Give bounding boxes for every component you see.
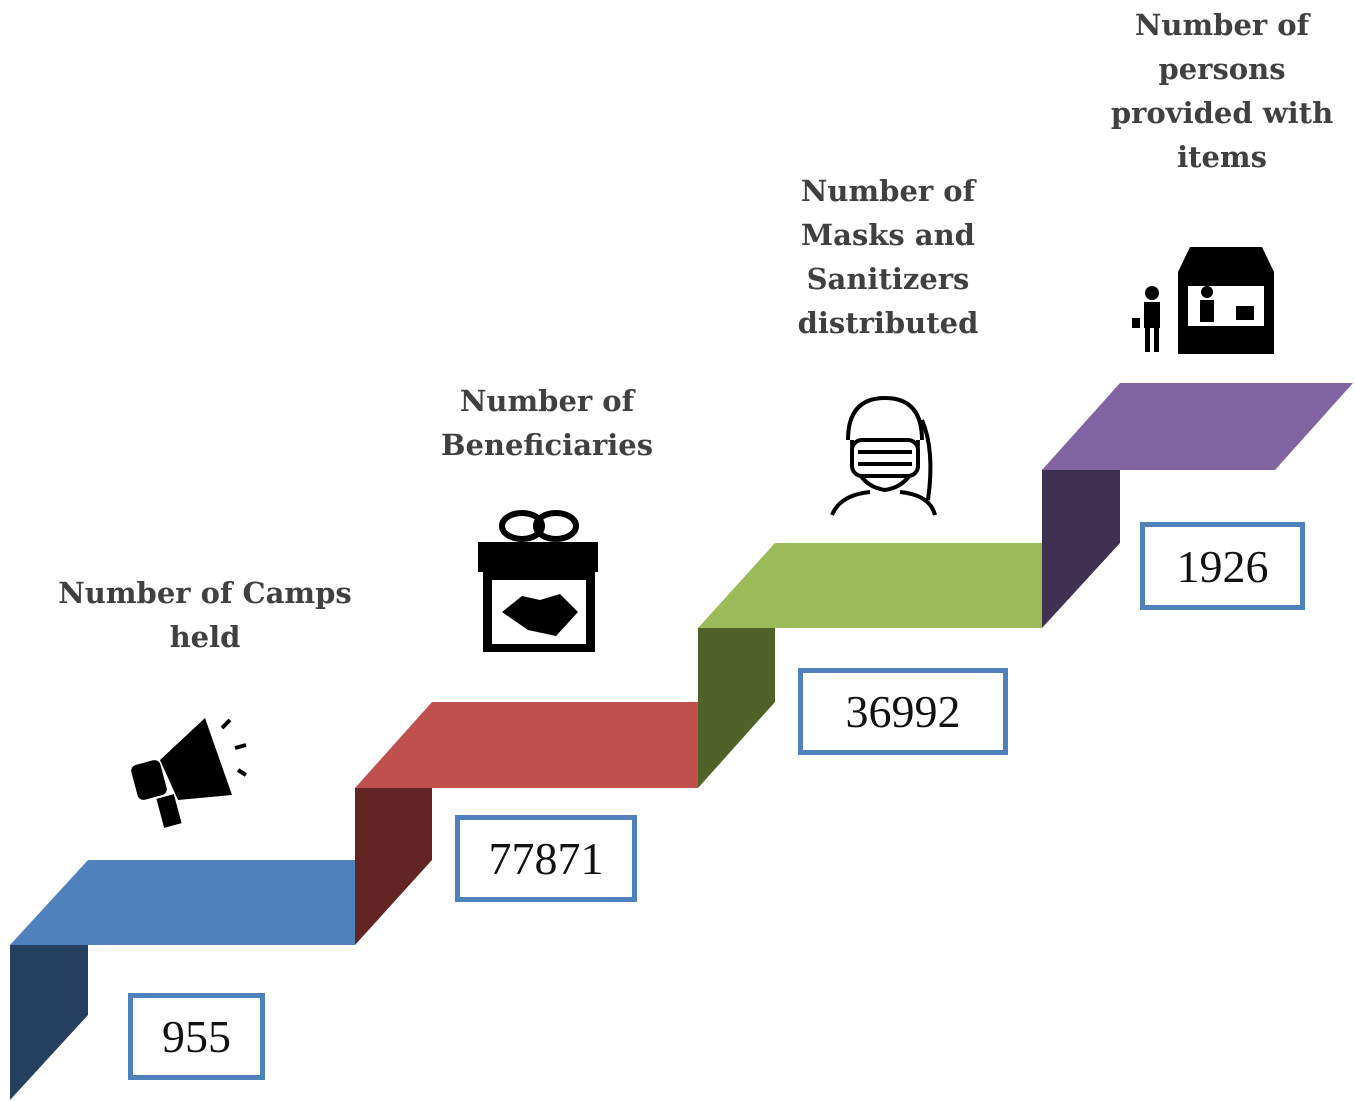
megaphone-icon — [131, 718, 248, 828]
riser — [1042, 470, 1120, 628]
step-label: Number of Masks and Sanitizers distribut… — [797, 174, 979, 340]
step-value: 1926 — [1140, 522, 1305, 610]
step-value: 955 — [128, 993, 265, 1080]
shop-icon — [1132, 247, 1274, 354]
step — [10, 860, 355, 945]
step-value: 36992 — [798, 668, 1008, 755]
riser — [10, 945, 88, 1100]
step — [698, 543, 1042, 628]
gift-icon — [478, 510, 598, 652]
step — [1042, 383, 1353, 470]
riser — [355, 788, 432, 945]
step-label: Number of Camps held — [58, 576, 352, 654]
step-value: 77871 — [455, 815, 637, 902]
mask-face-icon — [830, 395, 937, 516]
step-label: Number of persons provided with items — [1110, 8, 1334, 174]
riser — [698, 628, 775, 788]
step-label: Number of Beneficiaries — [440, 384, 654, 462]
step — [355, 702, 698, 788]
